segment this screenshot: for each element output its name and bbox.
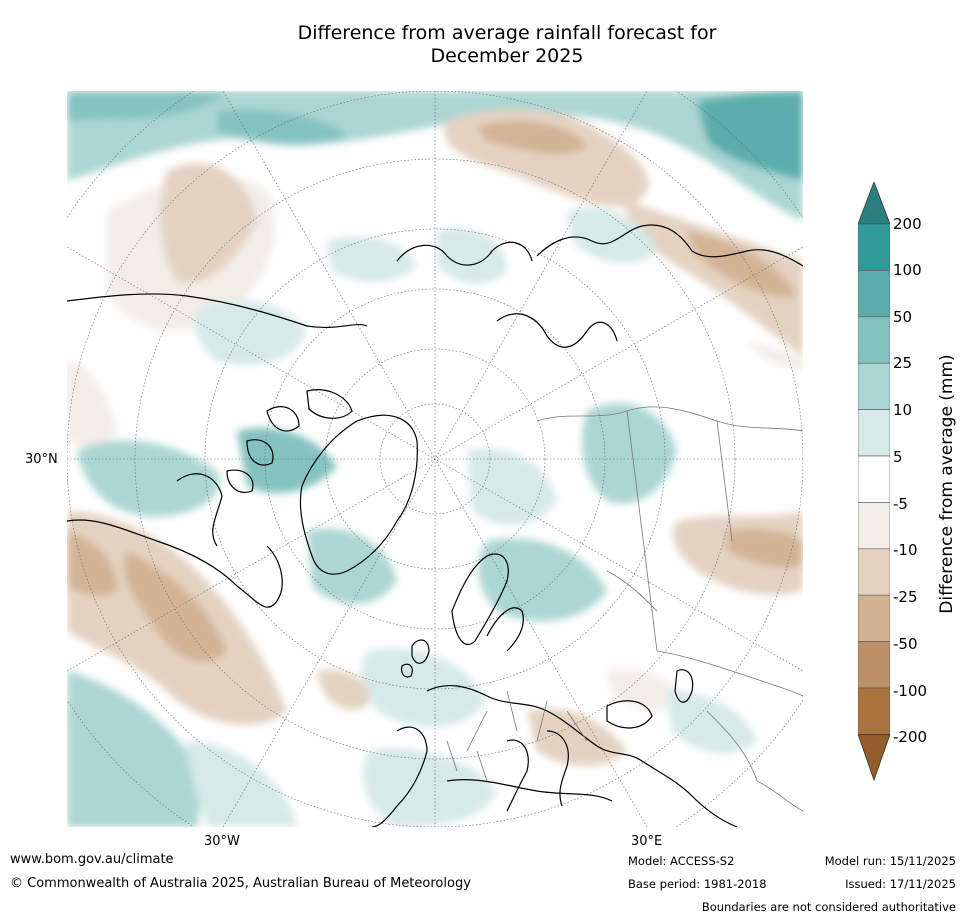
colorbar-tick: 25 xyxy=(893,354,913,372)
colorbar-segment xyxy=(858,455,890,503)
title-line-2: December 2025 xyxy=(430,45,584,67)
colorbar-segment xyxy=(858,362,890,410)
colorbar-segment xyxy=(858,316,890,364)
title-line-1: Difference from average rainfall forecas… xyxy=(297,22,717,44)
colorbar-tick: -50 xyxy=(893,635,918,653)
issued-date: Issued: 17/11/2025 xyxy=(845,877,956,891)
boundaries-disclaimer: Boundaries are not considered authoritat… xyxy=(701,900,956,914)
colorbar-segment xyxy=(858,594,890,642)
colorbar-segment xyxy=(858,548,890,596)
colorbar xyxy=(858,182,890,782)
colorbar-tick: -5 xyxy=(893,495,908,513)
map-title: Difference from average rainfall forecas… xyxy=(0,22,965,68)
colorbar-segment xyxy=(858,409,890,457)
base-period: Base period: 1981-2018 xyxy=(628,877,767,891)
colorbar-segment xyxy=(858,223,890,271)
colorbar-segment xyxy=(858,502,890,550)
colorbar-tick: 100 xyxy=(893,261,922,279)
colorbar-tick: 50 xyxy=(893,308,913,326)
website-link[interactable]: www.bom.gov.au/climate xyxy=(10,852,174,867)
colorbar-segment xyxy=(858,270,890,318)
colorbar-title-text: Difference from average (mm) xyxy=(937,354,957,614)
colorbar-tick: -25 xyxy=(893,588,918,606)
colorbar-tick: -10 xyxy=(893,541,918,559)
colorbar-bottom-arrow xyxy=(858,734,890,782)
lat-label-30n: 30°N xyxy=(25,452,58,467)
lon-label-30w: 30°W xyxy=(204,834,240,849)
graticule xyxy=(67,91,803,827)
forecast-map xyxy=(67,91,803,827)
colorbar-segment xyxy=(858,641,890,689)
country-borders xyxy=(446,406,803,812)
anomaly-field xyxy=(67,91,803,827)
colorbar-segments xyxy=(858,223,890,735)
colorbar-tick: -200 xyxy=(893,728,928,746)
colorbar-tick: -100 xyxy=(893,682,928,700)
coastlines xyxy=(67,224,803,827)
map-canvas xyxy=(67,91,803,827)
colorbar-tick: 200 xyxy=(893,215,922,233)
colorbar-top-arrow xyxy=(858,182,890,225)
lon-label-30e: 30°E xyxy=(631,834,663,849)
model-run: Model run: 15/11/2025 xyxy=(824,854,956,868)
colorbar-tick: 10 xyxy=(893,401,913,419)
colorbar-tick: 5 xyxy=(893,448,903,466)
colorbar-segment xyxy=(858,687,890,735)
copyright: © Commonwealth of Australia 2025, Austra… xyxy=(10,876,471,891)
model-name: Model: ACCESS-S2 xyxy=(628,854,735,868)
